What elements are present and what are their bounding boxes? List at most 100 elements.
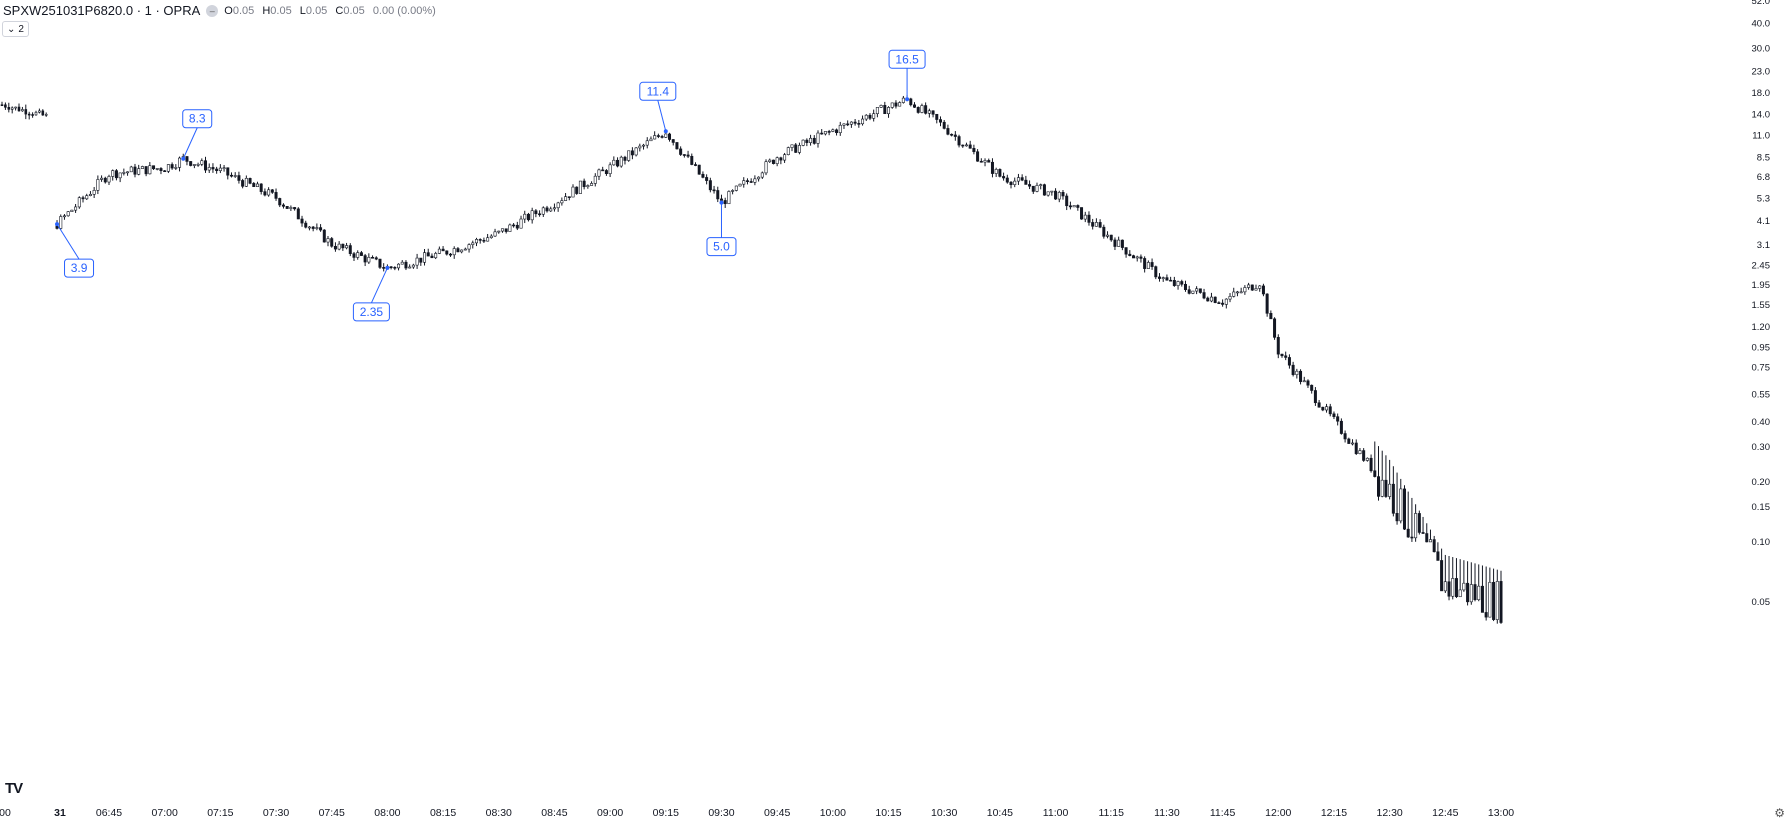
candle-body [1377,476,1381,497]
candle-body [794,144,798,153]
candle-body [1391,483,1395,514]
candle-body [1098,222,1102,228]
candle-body [1083,214,1087,220]
candle-body [1221,302,1225,305]
candle-body [1354,442,1358,454]
candle-body [560,200,564,204]
candle-body [482,239,486,242]
candle-body [441,248,445,252]
candle-body [656,135,660,137]
annotation-box[interactable] [888,49,926,69]
candle-body [1198,288,1202,293]
candle-body [1128,253,1132,256]
candle-body [467,244,471,250]
candle-body [359,252,363,256]
annotation-box[interactable] [639,81,677,101]
candle-body [1024,179,1028,185]
annotation-box[interactable] [706,237,737,257]
time-tick-label: 09:00 [597,807,623,819]
candle-body [96,179,100,191]
candle-body [1454,578,1458,598]
candle-body [1013,180,1017,185]
candle-body [582,180,586,188]
price-tick-label: 11.0 [1752,130,1770,141]
candle-body [1399,488,1403,522]
price-tick-label: 0.05 [1752,597,1771,608]
candle-body [178,157,182,168]
candle-body [738,183,742,187]
candle-body [229,174,233,177]
candle-body [1458,589,1462,598]
candle-body [846,123,850,126]
candle-body [1336,416,1340,422]
candle-body [1113,239,1117,247]
annotation-box[interactable] [352,302,390,322]
candle-body [601,169,605,172]
candle-body [1351,442,1355,445]
candle-body [471,242,475,245]
candle-body [129,166,133,173]
candle-body [686,154,690,157]
candle-body [790,144,794,148]
candle-body [716,190,720,200]
candle-body [924,105,928,114]
candle-body [1473,584,1477,601]
indicators-toggle-button[interactable]: ⌄ 2 [2,21,29,37]
candle-body [1488,581,1492,618]
candle-body [163,170,167,173]
time-tick-label: 10:45 [987,807,1013,819]
annotation-leader [657,100,667,132]
candle-body [979,160,983,163]
annotation-label: 5.0 [713,240,730,254]
annotation-box[interactable] [64,258,95,278]
time-tick-label: 06:45 [96,807,122,819]
candle-body [111,170,115,177]
candle-body [1321,406,1325,411]
candle-body [630,150,634,156]
candle-body [879,105,883,108]
candle-body [307,226,311,229]
candle-body [590,183,594,186]
time-tick-label: 08:15 [430,807,456,819]
annotation-label: 16.5 [895,52,919,66]
candle-body [783,154,787,161]
candle-body [1273,318,1277,338]
candle-body [1284,355,1288,358]
tradingview-logo-icon[interactable]: TV [5,780,23,797]
candle-body [571,186,575,198]
candle-body [753,178,757,183]
candle-body [330,238,334,247]
gear-icon[interactable]: ⚙ [1774,806,1785,820]
candle-body [170,164,174,169]
candle-body [1369,457,1373,472]
candle-body [185,156,189,162]
candle-body [1247,284,1251,288]
candle-body [1332,413,1336,417]
candle-body [612,159,616,166]
candle-body [118,172,122,179]
chevron-down-icon: ⌄ [7,23,16,35]
candle-body [267,189,271,196]
candle-body [1002,176,1006,179]
symbol-title[interactable]: SPXW251031P6820.0 · 1 · OPRA [3,3,201,18]
market-status-icon[interactable]: – [206,4,219,17]
candle-body [1172,280,1176,286]
candle-body [1232,291,1236,297]
candle-body [1265,293,1269,314]
candle-body [1046,191,1050,196]
candle-body [872,113,876,119]
candle-body [255,183,259,187]
annotation-box[interactable] [182,109,213,129]
candle-body [1380,479,1384,497]
candle-body [411,264,415,268]
candle-body [1339,420,1343,434]
candle-body [393,266,397,269]
candle-body [812,137,816,144]
candle-body [526,213,530,221]
candle-body [976,151,980,162]
candle-body [148,165,152,175]
candle-body [835,129,839,134]
candle-body [1362,450,1366,461]
